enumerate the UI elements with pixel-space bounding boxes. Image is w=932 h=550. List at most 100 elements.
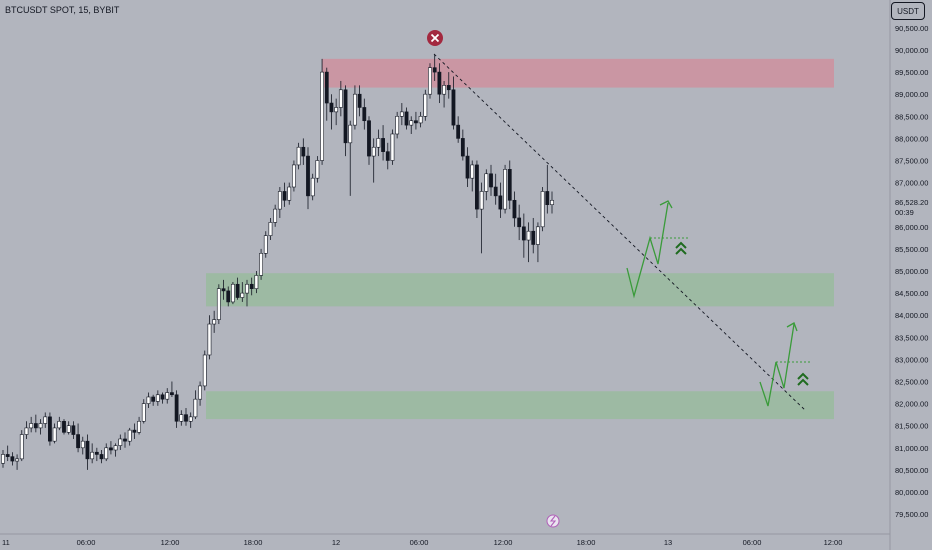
- candle: [428, 63, 432, 99]
- candle: [399, 103, 404, 126]
- candle: [24, 421, 29, 439]
- candle: [320, 58, 324, 165]
- candle: [188, 412, 193, 428]
- candle: [338, 80, 343, 117]
- candle: [296, 142, 301, 170]
- price-axis-label: 88,500.00: [895, 112, 928, 121]
- trendline: [433, 53, 807, 412]
- price-axis-label: 80,500.00: [895, 466, 928, 475]
- candle: [437, 63, 442, 104]
- candle: [5, 445, 10, 462]
- candle: [273, 204, 278, 227]
- candle: [493, 173, 498, 205]
- candle: [268, 217, 273, 241]
- candle: [231, 282, 235, 305]
- double-chevron-up-icon: [675, 241, 687, 255]
- candle: [381, 125, 385, 161]
- time-axis-label: 18:00: [244, 538, 263, 547]
- candle: [357, 85, 362, 117]
- candle: [484, 169, 489, 201]
- candle: [343, 85, 348, 157]
- candle: [104, 443, 109, 462]
- candle: [155, 390, 160, 406]
- price-axis[interactable]: 90,500.00 90,000.00 89,500.00 89,000.00 88,5…: [895, 24, 928, 519]
- candle: [1, 450, 5, 468]
- candle: [385, 142, 390, 170]
- candle: [414, 111, 418, 130]
- candle: [451, 76, 456, 130]
- price-axis-label: 87,000.00: [895, 179, 928, 188]
- candle: [118, 434, 123, 451]
- candle: [540, 187, 545, 232]
- time-axis-label: 06:00: [77, 538, 96, 547]
- price-axis-label: 85,500.00: [895, 245, 928, 254]
- candle: [43, 412, 48, 428]
- candle: [423, 89, 428, 121]
- candle: [80, 436, 85, 455]
- lightning-icon[interactable]: [546, 514, 560, 528]
- price-axis-label: 81,500.00: [895, 422, 928, 431]
- candle: [475, 160, 479, 218]
- candle: [489, 164, 493, 196]
- candle: [404, 107, 409, 130]
- candle: [202, 350, 207, 391]
- candle: [198, 381, 202, 406]
- candle: [85, 434, 90, 470]
- candle: [212, 310, 217, 333]
- candle: [71, 421, 76, 439]
- price-axis-label: 89,000.00: [895, 90, 928, 99]
- price-axis-label: 81,000.00: [895, 444, 928, 453]
- candle: [503, 164, 507, 214]
- candle: [160, 392, 165, 404]
- time-axis[interactable]: 11 06:00 12:00 18:00 12 06:00 12:00 18:00 13 06:0…: [2, 538, 842, 547]
- candle: [348, 120, 353, 196]
- time-axis-label: 12: [332, 538, 340, 547]
- candle: [301, 138, 306, 165]
- candle: [310, 173, 315, 201]
- candle: [113, 443, 118, 457]
- candle: [367, 116, 371, 165]
- candle: [29, 416, 34, 433]
- symbol-title[interactable]: BTCUSDT SPOT, 15, BYBIT: [5, 5, 120, 15]
- candle: [512, 191, 517, 227]
- price-axis-label: 89,500.00: [895, 68, 928, 77]
- candle: [263, 231, 268, 258]
- candle: [249, 277, 254, 296]
- candle: [315, 156, 320, 183]
- candle: [38, 419, 43, 435]
- price-axis-label: 80,000.00: [895, 488, 928, 497]
- candle: [362, 98, 367, 130]
- time-axis-label: 12:00: [494, 538, 513, 547]
- time-axis-label: 11: [2, 538, 10, 547]
- support-lower-zone: [206, 391, 834, 420]
- candle: [94, 447, 99, 462]
- candle: [479, 182, 484, 254]
- candle: [390, 129, 395, 165]
- candles-layer: [1, 54, 554, 470]
- candle: [395, 111, 400, 139]
- candle: [226, 286, 231, 307]
- candle: [446, 72, 451, 99]
- candle: [66, 421, 71, 435]
- price-axis-label: 90,000.00: [895, 46, 928, 55]
- candle: [254, 271, 259, 294]
- candle: [353, 85, 357, 130]
- candle: [109, 441, 113, 455]
- candle: [371, 138, 376, 183]
- candle: [470, 160, 475, 192]
- candle: [10, 452, 15, 466]
- candle: [240, 282, 245, 302]
- x-circle-icon[interactable]: [427, 30, 443, 46]
- candle: [99, 450, 104, 464]
- candle: [33, 414, 38, 433]
- currency-button[interactable]: USDT: [891, 2, 925, 20]
- candle: [465, 147, 470, 188]
- last-price: 86,528.20: [895, 198, 929, 207]
- candle: [151, 394, 156, 406]
- candle: [531, 217, 536, 254]
- candle: [526, 222, 531, 263]
- zones-layer: [206, 58, 834, 420]
- time-axis-label: 12:00: [824, 538, 843, 547]
- candle: [19, 430, 24, 462]
